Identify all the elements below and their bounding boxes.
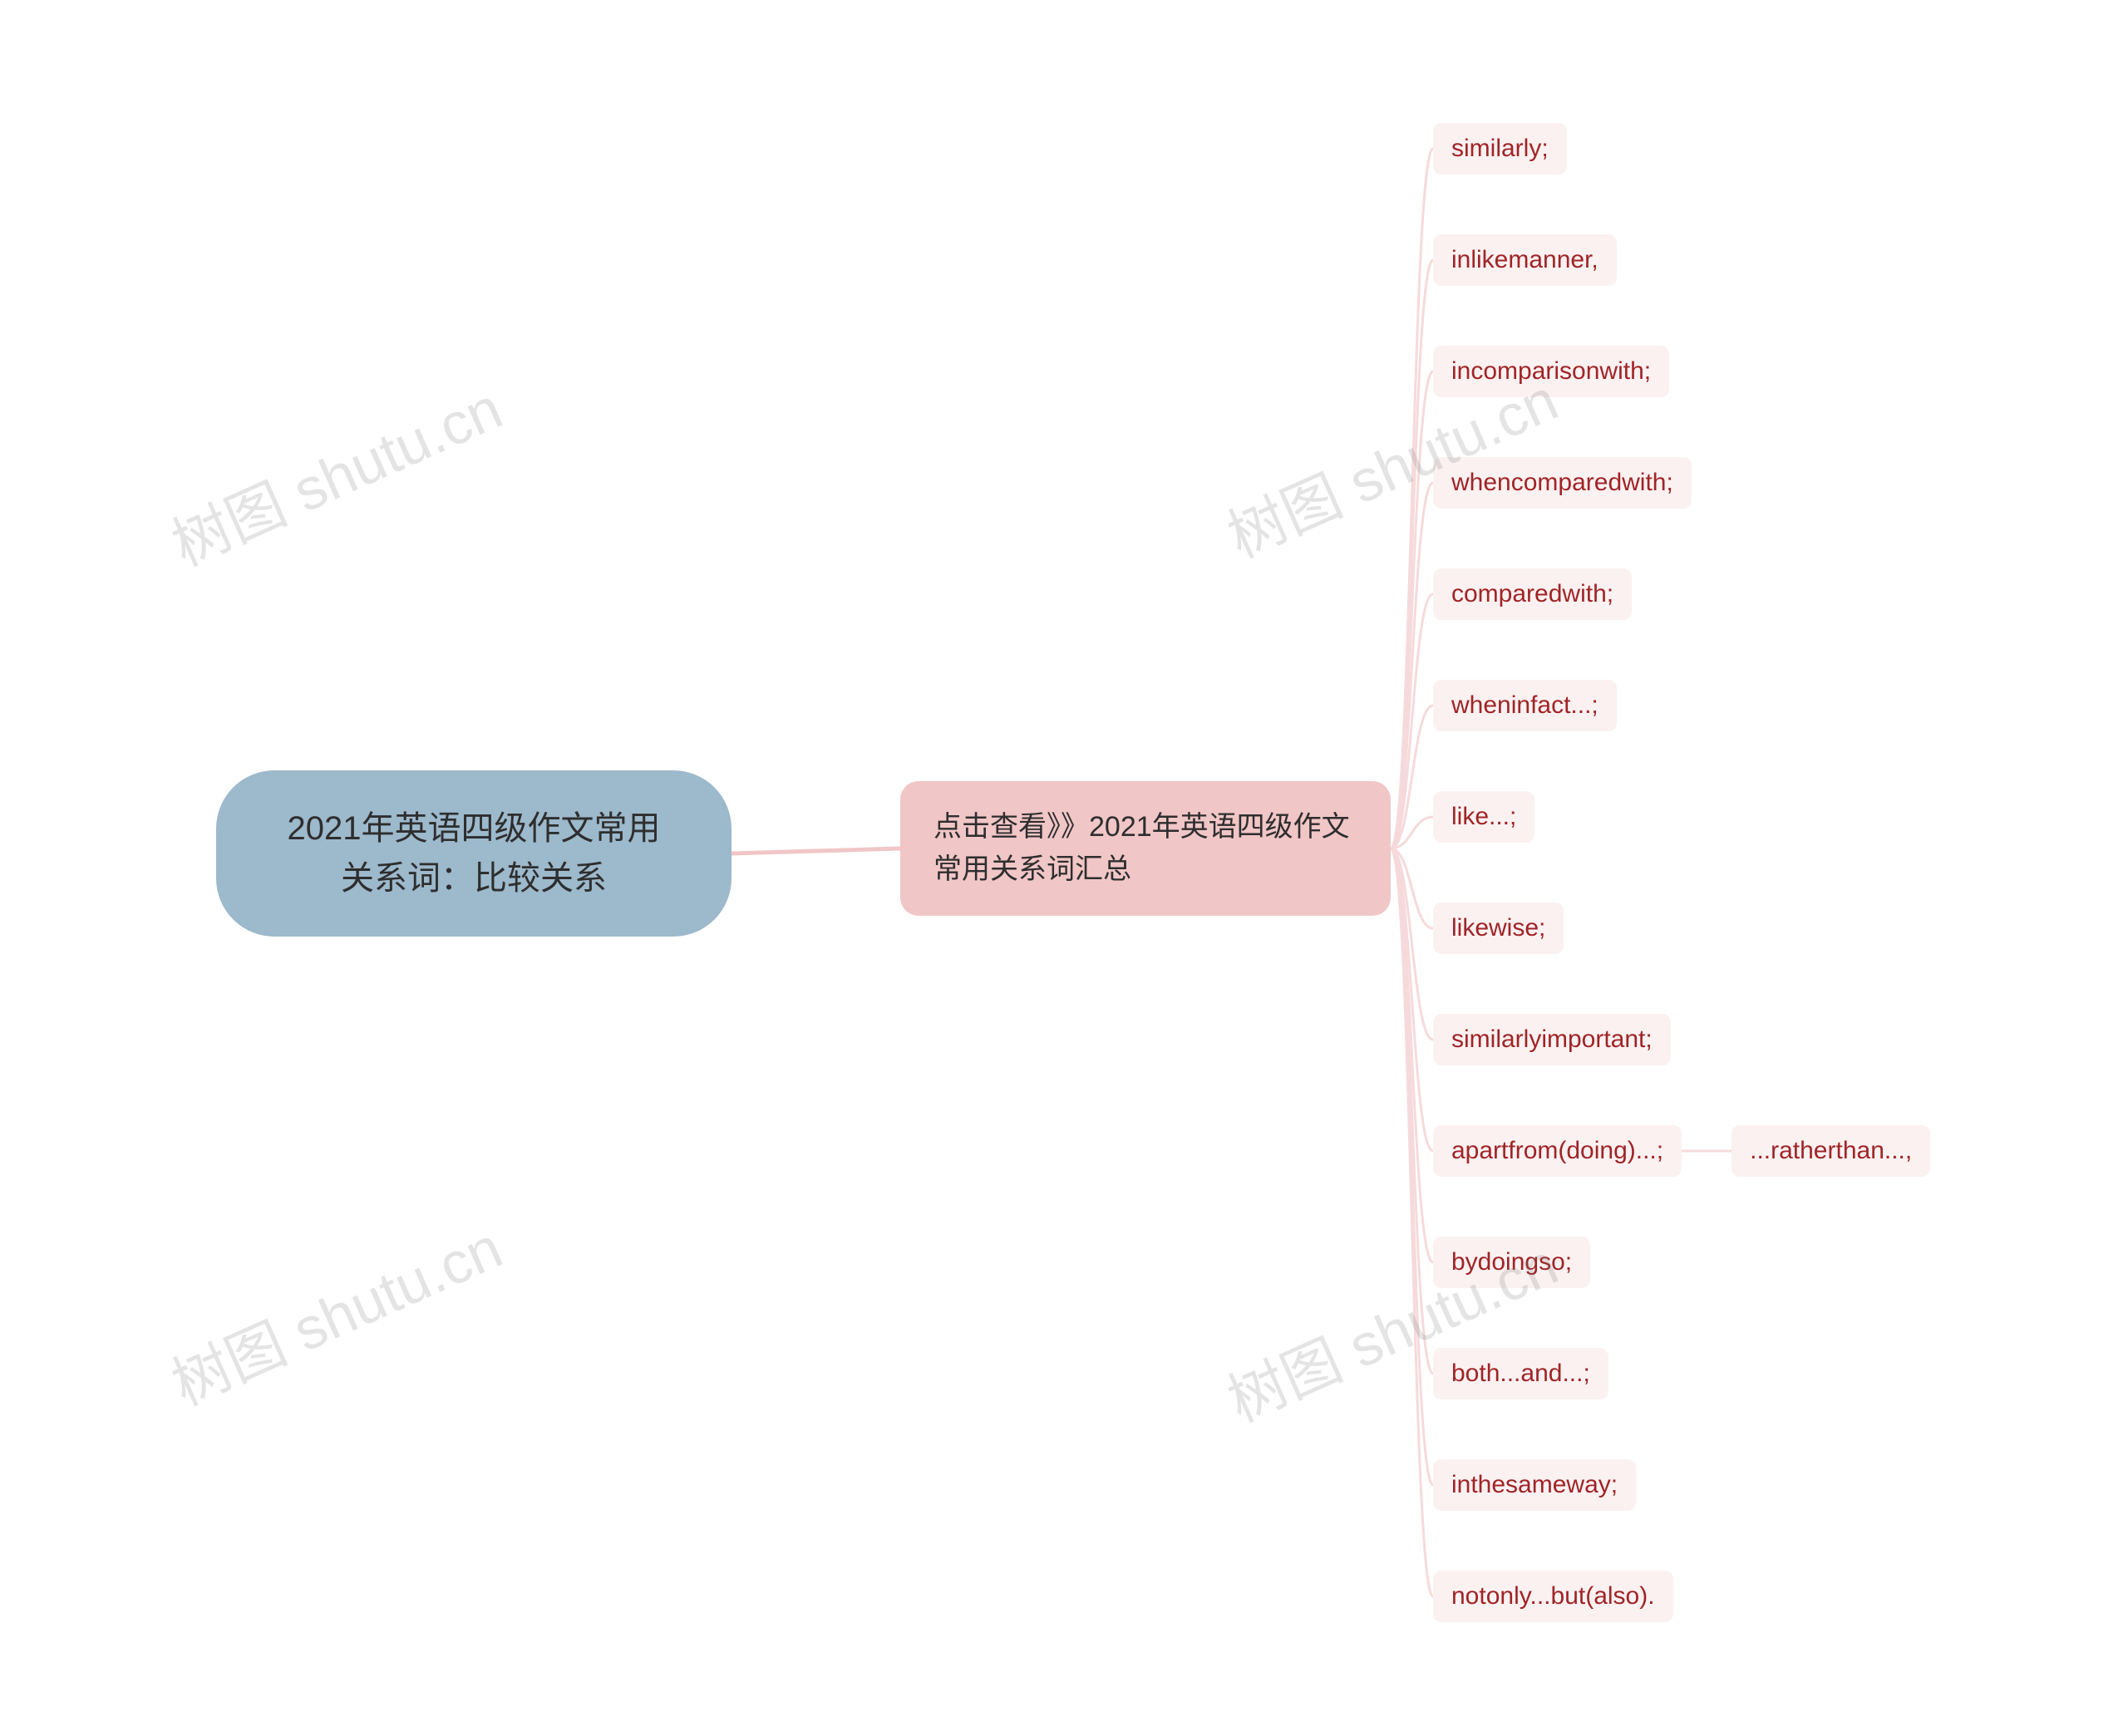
leaf-node: similarlyimportant; (1433, 1014, 1671, 1065)
leaf-node: whencomparedwith; (1433, 457, 1692, 509)
leaf-node: similarly; (1433, 123, 1567, 175)
leaf-node: like...; (1433, 791, 1534, 843)
leaf-node: wheninfact...; (1433, 680, 1617, 731)
sub-line1: 点击查看》》2021年英语四级作文 (933, 806, 1357, 848)
sub-node[interactable]: 点击查看》》2021年英语四级作文 常用关系词汇总 (900, 781, 1391, 916)
leaf-node: apartfrom(doing)...; (1433, 1125, 1682, 1177)
leaf-node: bydoingso; (1433, 1237, 1590, 1288)
leaf-node: comparedwith; (1433, 568, 1632, 620)
root-line1: 2021年英语四级作文常用 (274, 804, 673, 853)
leaf-child-node: ...ratherthan..., (1731, 1125, 1930, 1177)
leaf-node: inlikemanner, (1433, 234, 1617, 286)
leaf-node: likewise; (1433, 902, 1564, 954)
root-line2: 关系词：比较关系 (274, 853, 673, 903)
mindmap-canvas: 2021年英语四级作文常用 关系词：比较关系 点击查看》》2021年英语四级作文… (0, 0, 2128, 1736)
leaf-node: inthesameway; (1433, 1459, 1636, 1511)
leaf-node: both...and...; (1433, 1348, 1608, 1399)
sub-line2: 常用关系词汇总 (933, 848, 1357, 891)
leaf-node: incomparisonwith; (1433, 346, 1669, 397)
root-node: 2021年英语四级作文常用 关系词：比较关系 (216, 770, 732, 937)
leaf-node: notonly...but(also). (1433, 1571, 1673, 1622)
